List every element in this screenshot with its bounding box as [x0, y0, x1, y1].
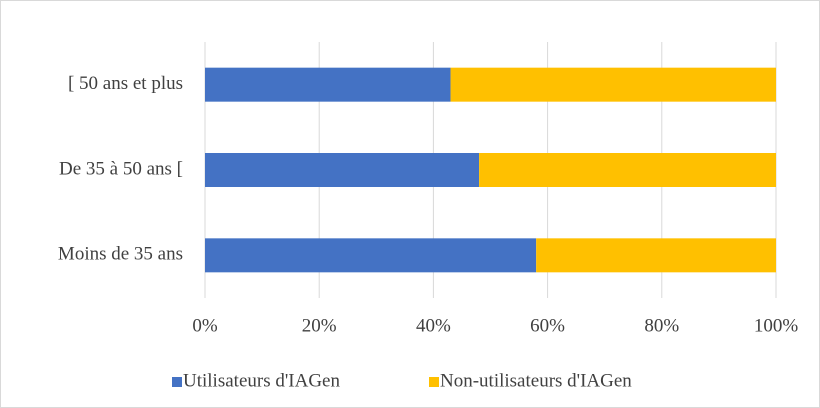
bar-segment	[205, 67, 451, 102]
bar-segment	[479, 153, 776, 187]
y-tick-label: [ 50 ans et plus	[68, 73, 183, 94]
x-tick-label: 100%	[754, 315, 799, 336]
x-tick-label: 60%	[530, 315, 565, 336]
legend-label: Non-utilisateurs d'IAGen	[440, 370, 632, 391]
x-tick-label: 80%	[644, 315, 679, 336]
bar-segment	[205, 153, 480, 187]
x-tick-label: 40%	[416, 315, 451, 336]
bar-segment	[450, 67, 776, 102]
x-tick-label: 0%	[192, 315, 218, 336]
bar-segment	[205, 238, 537, 273]
legend-swatch	[172, 377, 182, 387]
legend-swatch	[429, 377, 439, 387]
bar-segment	[536, 238, 776, 273]
x-tick-label: 20%	[302, 315, 337, 336]
legend-label: Utilisateurs d'IAGen	[183, 370, 340, 391]
y-tick-label: Moins de 35 ans	[58, 244, 183, 265]
y-tick-label: De 35 à 50 ans [	[59, 158, 183, 179]
